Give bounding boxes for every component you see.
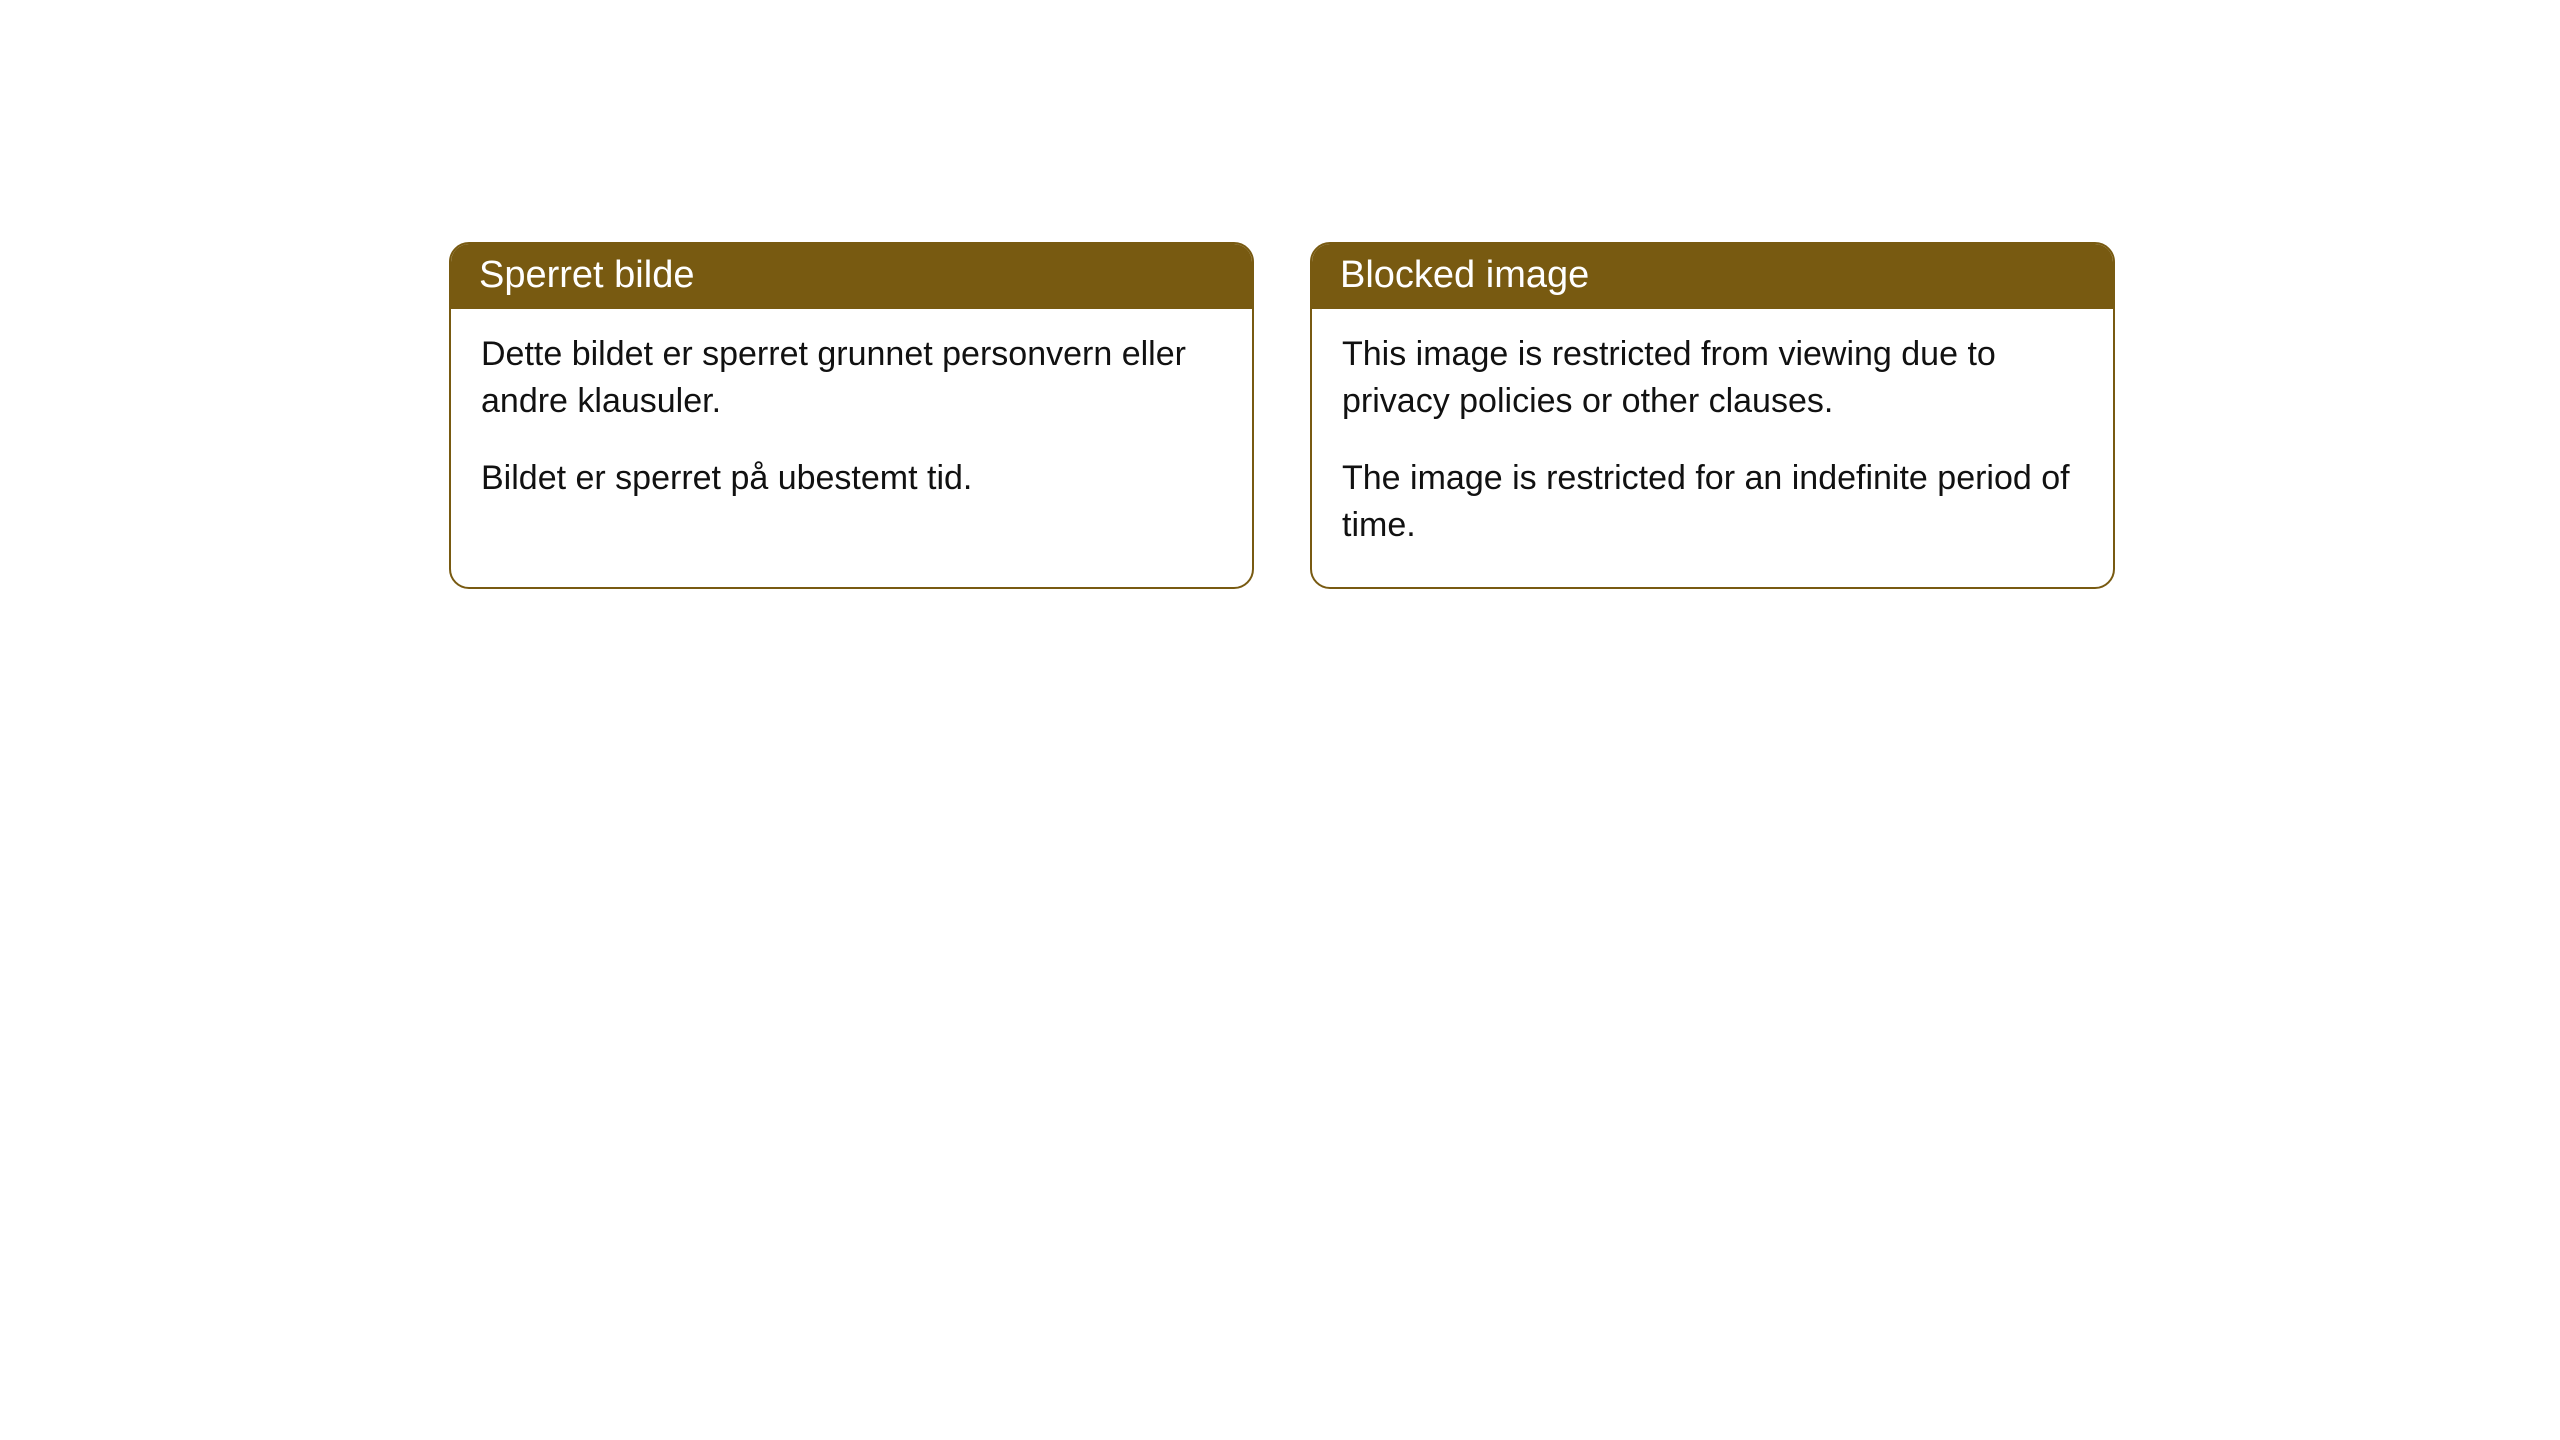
card-header: Sperret bilde	[451, 244, 1252, 309]
notice-card-container: Sperret bilde Dette bildet er sperret gr…	[0, 0, 2560, 589]
card-paragraph-1: This image is restricted from viewing du…	[1342, 331, 2083, 425]
blocked-image-card-english: Blocked image This image is restricted f…	[1310, 242, 2115, 589]
card-body: Dette bildet er sperret grunnet personve…	[451, 309, 1252, 540]
card-body: This image is restricted from viewing du…	[1312, 309, 2113, 587]
blocked-image-card-norwegian: Sperret bilde Dette bildet er sperret gr…	[449, 242, 1254, 589]
card-title: Blocked image	[1340, 254, 1589, 296]
card-header: Blocked image	[1312, 244, 2113, 309]
card-paragraph-1: Dette bildet er sperret grunnet personve…	[481, 331, 1222, 425]
card-paragraph-2: Bildet er sperret på ubestemt tid.	[481, 455, 1222, 502]
card-paragraph-2: The image is restricted for an indefinit…	[1342, 455, 2083, 549]
card-title: Sperret bilde	[479, 254, 694, 296]
